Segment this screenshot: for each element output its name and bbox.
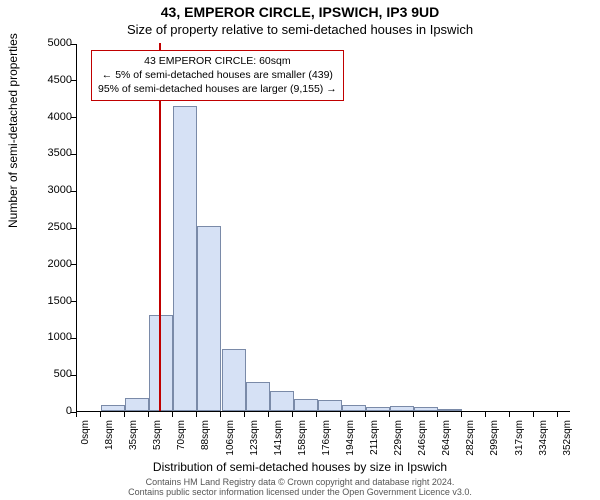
histogram-bar bbox=[149, 315, 173, 411]
x-tick-label: 141sqm bbox=[273, 420, 284, 460]
x-tick-mark bbox=[557, 412, 558, 417]
credit-text: Contains HM Land Registry data © Crown c… bbox=[0, 478, 600, 498]
x-tick-mark bbox=[124, 412, 125, 417]
histogram-bar bbox=[197, 226, 221, 411]
y-tick-label: 4500 bbox=[48, 74, 72, 86]
annotation-line2: ← 5% of semi-detached houses are smaller… bbox=[102, 69, 333, 81]
x-tick-label: 299sqm bbox=[489, 420, 500, 460]
x-tick-label: 264sqm bbox=[441, 420, 452, 460]
x-tick-mark bbox=[196, 412, 197, 417]
credit-line2: Contains public sector information licen… bbox=[128, 487, 472, 497]
x-tick-mark bbox=[148, 412, 149, 417]
y-tick-label: 2500 bbox=[48, 221, 72, 233]
x-tick-label: 18sqm bbox=[104, 420, 115, 460]
y-tick-label: 3500 bbox=[48, 147, 72, 159]
x-tick-label: 211sqm bbox=[369, 420, 380, 460]
x-tick-label: 334sqm bbox=[538, 420, 549, 460]
chart-subtitle: Size of property relative to semi-detach… bbox=[0, 22, 600, 37]
histogram-bar bbox=[342, 405, 366, 411]
y-tick-mark bbox=[71, 375, 76, 376]
x-tick-mark bbox=[533, 412, 534, 417]
x-tick-label: 246sqm bbox=[417, 420, 428, 460]
x-tick-mark bbox=[461, 412, 462, 417]
histogram-bar bbox=[414, 407, 438, 411]
x-tick-mark bbox=[292, 412, 293, 417]
annotation-line1: 43 EMPEROR CIRCLE: 60sqm bbox=[144, 55, 290, 67]
histogram-bar bbox=[101, 405, 125, 411]
x-tick-label: 176sqm bbox=[321, 420, 332, 460]
x-tick-label: 352sqm bbox=[562, 420, 573, 460]
x-tick-label: 70sqm bbox=[176, 420, 187, 460]
x-tick-label: 282sqm bbox=[465, 420, 476, 460]
x-tick-label: 194sqm bbox=[345, 420, 356, 460]
x-tick-label: 88sqm bbox=[200, 420, 211, 460]
histogram-bar bbox=[173, 106, 197, 411]
x-tick-label: 123sqm bbox=[249, 420, 260, 460]
x-tick-mark bbox=[76, 412, 77, 417]
histogram-bar bbox=[438, 409, 462, 411]
x-tick-label: 317sqm bbox=[514, 420, 525, 460]
y-tick-mark bbox=[71, 117, 76, 118]
x-tick-mark bbox=[172, 412, 173, 417]
x-tick-label: 106sqm bbox=[225, 420, 236, 460]
x-tick-mark bbox=[389, 412, 390, 417]
chart-title: 43, EMPEROR CIRCLE, IPSWICH, IP3 9UD bbox=[0, 4, 600, 20]
y-tick-mark bbox=[71, 301, 76, 302]
y-tick-mark bbox=[71, 338, 76, 339]
y-tick-mark bbox=[71, 228, 76, 229]
y-tick-label: 3000 bbox=[48, 184, 72, 196]
annotation-box: 43 EMPEROR CIRCLE: 60sqm ← 5% of semi-de… bbox=[91, 50, 344, 101]
annotation-line3: 95% of semi-detached houses are larger (… bbox=[98, 83, 337, 95]
x-tick-label: 53sqm bbox=[152, 420, 163, 460]
histogram-bar bbox=[294, 399, 318, 412]
histogram-bar bbox=[270, 391, 294, 411]
y-tick-label: 1500 bbox=[48, 295, 72, 307]
x-tick-mark bbox=[244, 412, 245, 417]
y-tick-mark bbox=[71, 154, 76, 155]
histogram-bar bbox=[125, 398, 149, 411]
histogram-bar bbox=[390, 406, 414, 411]
y-tick-mark bbox=[71, 80, 76, 81]
x-tick-mark bbox=[437, 412, 438, 417]
x-tick-mark bbox=[316, 412, 317, 417]
histogram-bar bbox=[366, 407, 390, 411]
x-tick-label: 0sqm bbox=[80, 420, 91, 460]
x-tick-mark bbox=[509, 412, 510, 417]
y-tick-label: 5000 bbox=[48, 37, 72, 49]
x-tick-mark bbox=[413, 412, 414, 417]
x-tick-mark bbox=[340, 412, 341, 417]
x-tick-label: 158sqm bbox=[297, 420, 308, 460]
y-tick-mark bbox=[71, 264, 76, 265]
y-tick-label: 1000 bbox=[48, 331, 72, 343]
chart-container: 43, EMPEROR CIRCLE, IPSWICH, IP3 9UD Siz… bbox=[0, 0, 600, 500]
x-tick-mark bbox=[100, 412, 101, 417]
x-tick-mark bbox=[220, 412, 221, 417]
y-tick-label: 2000 bbox=[48, 258, 72, 270]
x-tick-label: 35sqm bbox=[128, 420, 139, 460]
histogram-bar bbox=[318, 400, 342, 411]
y-axis-label: Number of semi-detached properties bbox=[6, 33, 20, 228]
x-tick-label: 229sqm bbox=[393, 420, 404, 460]
plot-area: 43 EMPEROR CIRCLE: 60sqm ← 5% of semi-de… bbox=[76, 44, 570, 412]
y-tick-mark bbox=[71, 191, 76, 192]
y-tick-label: 500 bbox=[54, 368, 72, 380]
histogram-bar bbox=[222, 349, 246, 411]
y-tick-mark bbox=[71, 44, 76, 45]
x-tick-mark bbox=[268, 412, 269, 417]
x-tick-mark bbox=[365, 412, 366, 417]
x-axis-label: Distribution of semi-detached houses by … bbox=[0, 460, 600, 474]
histogram-bar bbox=[246, 382, 270, 411]
y-tick-label: 4000 bbox=[48, 111, 72, 123]
credit-line1: Contains HM Land Registry data © Crown c… bbox=[146, 477, 455, 487]
x-tick-mark bbox=[485, 412, 486, 417]
